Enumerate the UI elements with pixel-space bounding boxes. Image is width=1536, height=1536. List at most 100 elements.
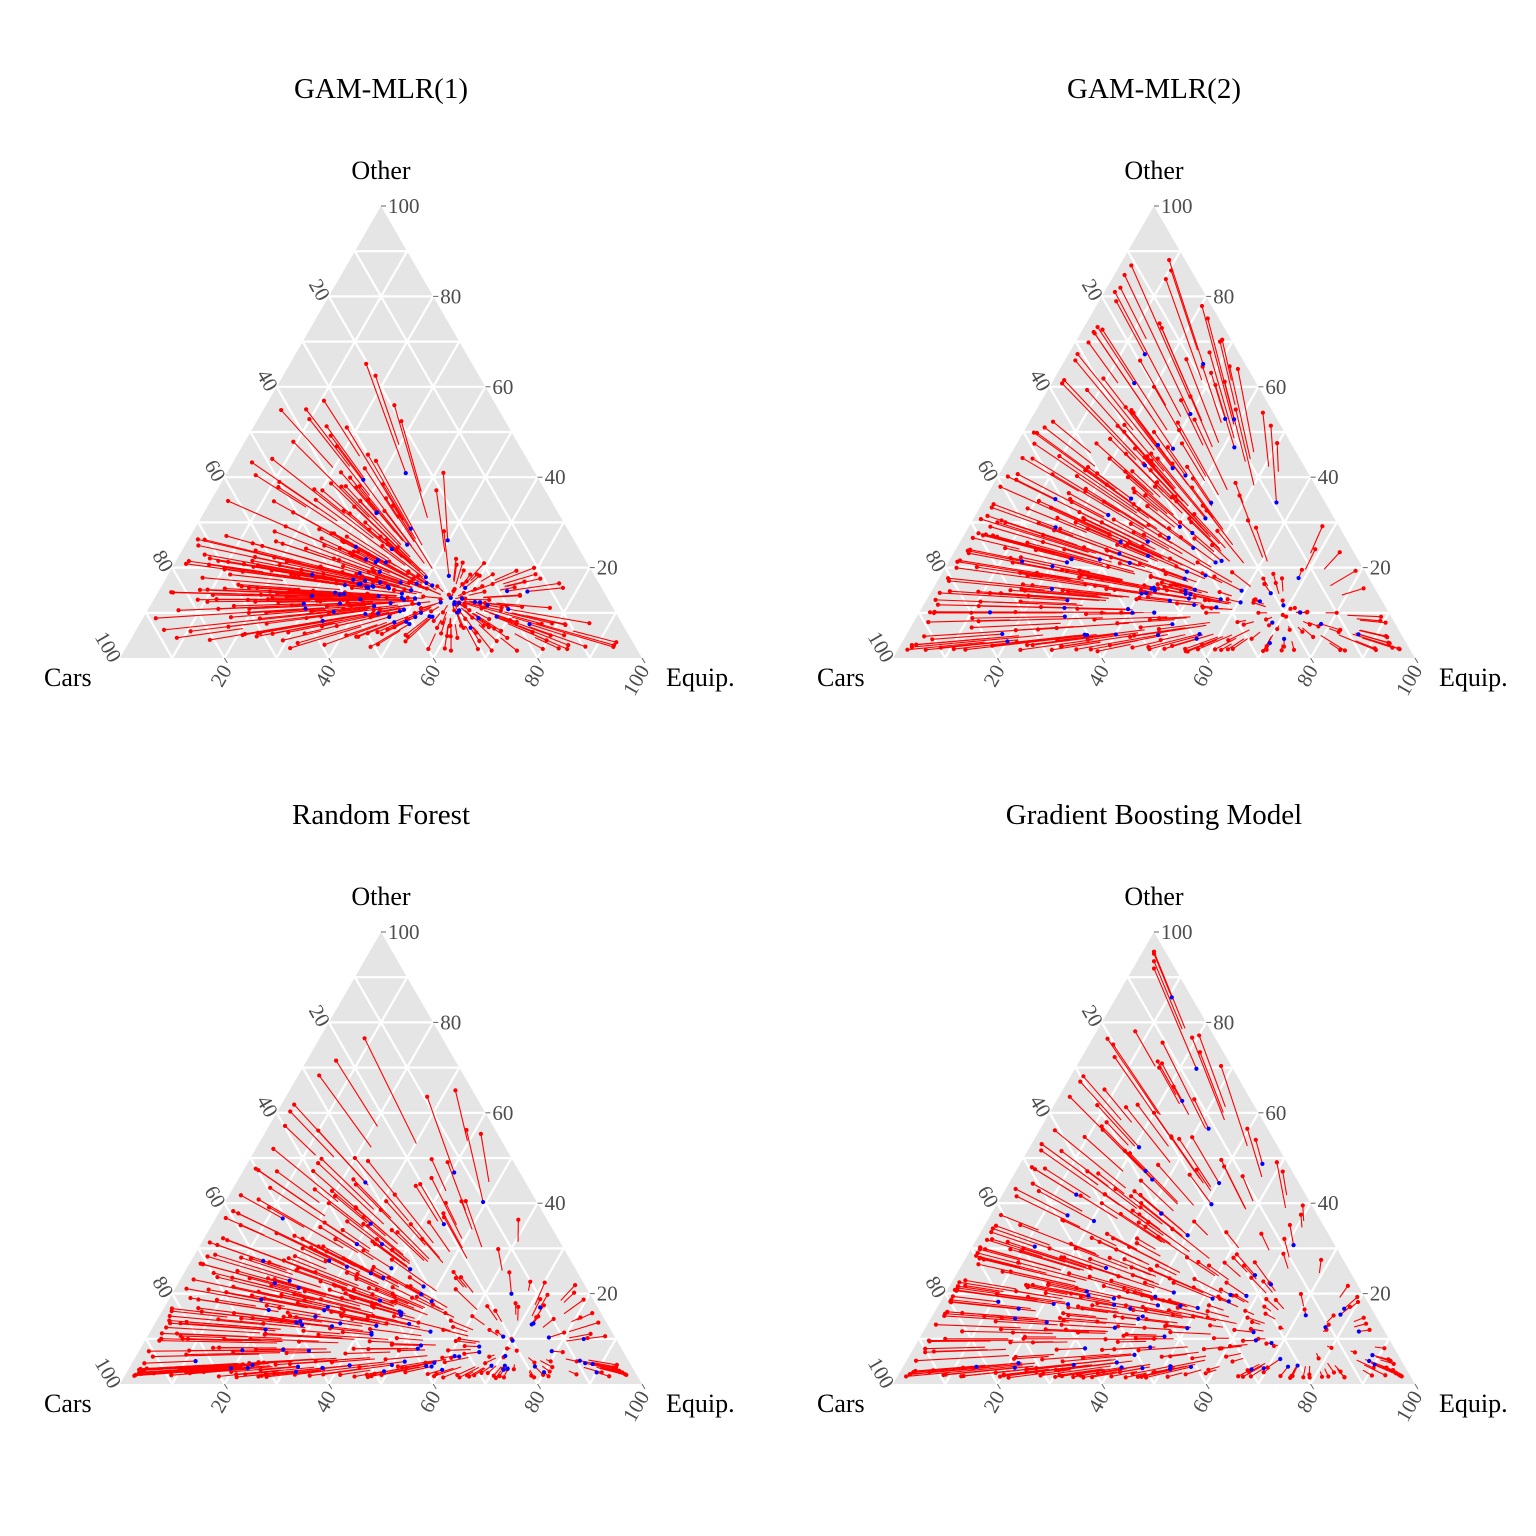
point-predicted xyxy=(960,1365,966,1370)
residual-segment xyxy=(293,1104,366,1183)
residual-segment xyxy=(1216,530,1245,564)
point-predicted xyxy=(1174,499,1179,504)
point-predicted xyxy=(1115,542,1120,547)
point-observed xyxy=(413,614,418,620)
point-predicted xyxy=(296,1265,301,1270)
point-predicted xyxy=(253,548,258,553)
residual-segment xyxy=(1181,443,1206,482)
point-observed xyxy=(376,594,381,599)
point-predicted xyxy=(291,439,296,444)
point-observed xyxy=(245,1365,250,1371)
point-predicted xyxy=(1014,1289,1019,1294)
point-predicted xyxy=(1034,1370,1039,1375)
residual-segment xyxy=(289,1111,335,1158)
point-predicted xyxy=(265,1276,271,1281)
point-predicted xyxy=(1020,582,1026,587)
point-predicted xyxy=(1197,1050,1203,1055)
residual-segment xyxy=(1001,519,1078,546)
point-predicted xyxy=(1129,263,1134,268)
residual-segment xyxy=(483,607,542,625)
residual-segment xyxy=(266,1305,321,1316)
point-predicted xyxy=(1302,1307,1307,1312)
point-predicted xyxy=(1190,476,1196,481)
point-predicted xyxy=(1025,506,1030,511)
residual-segment xyxy=(274,1278,359,1304)
point-predicted xyxy=(277,479,282,485)
point-predicted xyxy=(395,1364,401,1369)
residual-segment xyxy=(352,1318,389,1326)
point-predicted xyxy=(1058,526,1063,532)
point-predicted xyxy=(408,1284,413,1289)
point-predicted xyxy=(439,631,444,636)
point-predicted xyxy=(1093,583,1098,588)
point-predicted xyxy=(1159,325,1164,331)
point-predicted xyxy=(308,1245,314,1250)
point-predicted xyxy=(1287,627,1292,632)
residual-segment xyxy=(465,1200,483,1248)
point-predicted xyxy=(1217,1296,1223,1302)
point-predicted xyxy=(1101,1369,1106,1374)
point-predicted xyxy=(390,1291,395,1296)
point-predicted xyxy=(528,1279,533,1284)
residual-segment xyxy=(1193,513,1226,549)
residual-segment xyxy=(252,560,368,584)
residual-segment xyxy=(1362,637,1393,649)
point-predicted xyxy=(369,1374,374,1379)
gridline-equip xyxy=(380,1157,513,1385)
point-predicted xyxy=(399,419,404,424)
point-predicted xyxy=(364,361,369,366)
point-predicted xyxy=(236,582,241,587)
point-predicted xyxy=(443,1310,448,1316)
point-observed xyxy=(1210,1296,1215,1301)
gridline-cars xyxy=(301,1067,487,1385)
residual-segment xyxy=(980,1257,1021,1269)
residual-segment xyxy=(457,1366,476,1376)
point-predicted xyxy=(1143,1307,1149,1312)
point-predicted xyxy=(993,1319,998,1324)
residual-segment xyxy=(1224,381,1246,462)
point-predicted xyxy=(1078,1079,1083,1084)
point-predicted xyxy=(1127,1151,1133,1156)
plot-area xyxy=(893,932,1415,1385)
residual-segment xyxy=(377,630,401,645)
point-predicted xyxy=(264,1303,269,1308)
point-predicted xyxy=(416,1320,421,1325)
point-observed xyxy=(1367,1358,1372,1364)
grid xyxy=(145,976,617,1385)
residual-segment xyxy=(1153,968,1197,1069)
point-observed xyxy=(375,611,381,616)
point-predicted xyxy=(529,1373,534,1378)
point-predicted xyxy=(337,545,343,551)
point-predicted xyxy=(255,585,260,590)
point-predicted xyxy=(1101,376,1106,381)
point-predicted xyxy=(256,1374,261,1379)
point-predicted xyxy=(271,499,277,504)
point-predicted xyxy=(449,1355,454,1360)
point-predicted xyxy=(1326,1322,1331,1327)
point-observed xyxy=(421,1284,426,1289)
residual-segment xyxy=(1250,1277,1267,1294)
residual-segment xyxy=(335,1238,359,1254)
point-predicted xyxy=(341,564,346,569)
point-predicted xyxy=(1104,1120,1109,1125)
residual-segment xyxy=(1198,1035,1226,1108)
point-observed xyxy=(401,607,407,612)
point-predicted xyxy=(1137,1212,1142,1217)
residual-segment xyxy=(395,1300,415,1309)
point-predicted xyxy=(441,470,446,476)
point-predicted xyxy=(247,606,252,611)
point-observed xyxy=(1155,1303,1161,1308)
point-predicted xyxy=(1363,1321,1369,1326)
residual-segment xyxy=(1048,1282,1087,1293)
point-predicted xyxy=(1014,1194,1019,1199)
point-observed xyxy=(404,619,409,624)
point-predicted xyxy=(184,1370,189,1375)
residual-segment xyxy=(288,1257,359,1287)
point-observed xyxy=(424,580,429,586)
residual-segment xyxy=(1079,1081,1140,1148)
point-predicted xyxy=(235,1268,240,1274)
point-predicted xyxy=(1010,1330,1016,1335)
point-predicted xyxy=(1260,410,1265,415)
point-predicted xyxy=(1015,472,1020,477)
point-predicted xyxy=(1138,588,1144,593)
